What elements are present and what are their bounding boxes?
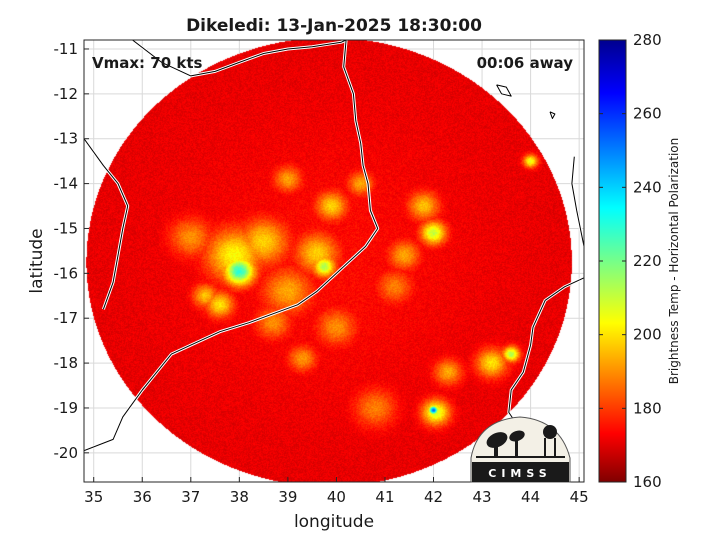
- colorbar-tick-label: 240: [633, 178, 662, 196]
- coastline-segment-outline: [84, 40, 379, 452]
- colorbar-tick-label: 200: [633, 326, 662, 344]
- x-tick-label: 42: [424, 488, 443, 506]
- vmax-label: Vmax: 70 kts: [92, 54, 202, 72]
- y-tick-label: -20: [54, 444, 79, 462]
- brightness-temperature-swath: [84, 40, 584, 482]
- colorbar-tick-label: 260: [633, 105, 662, 123]
- y-tick-label: -15: [54, 219, 79, 237]
- y-tick-label: -17: [54, 309, 79, 327]
- coastline-segment-outline: [84, 138, 129, 310]
- y-tick-label: -14: [54, 175, 79, 193]
- y-tick-label: -12: [54, 85, 79, 103]
- x-tick-label: 44: [521, 488, 540, 506]
- y-tick-label: -19: [54, 399, 79, 417]
- colorbar: [598, 39, 627, 483]
- y-axis-label: latitude: [27, 228, 47, 293]
- coastline-segment-outline: [549, 111, 556, 119]
- x-tick-label: 41: [375, 488, 394, 506]
- x-tick-label: 43: [473, 488, 492, 506]
- y-tick-label: -13: [54, 130, 79, 148]
- cimss-logo-text: CIMSS: [488, 467, 551, 480]
- coastline-segment-outline: [132, 40, 347, 77]
- y-tick-label: -18: [54, 354, 79, 372]
- colorbar-tick-label: 220: [633, 252, 662, 270]
- chart-title: Dikeledi: 13-Jan-2025 18:30:00: [186, 16, 482, 36]
- x-tick-label: 39: [278, 488, 297, 506]
- y-tick-label: -11: [54, 40, 79, 58]
- colorbar-tick-label: 160: [633, 473, 662, 491]
- x-tick-label: 35: [84, 488, 103, 506]
- x-tick-label: 45: [570, 488, 589, 506]
- cimss-logo: CIMSS: [470, 416, 571, 483]
- x-tick-label: 40: [327, 488, 346, 506]
- y-tick-label: -16: [54, 264, 79, 282]
- time-away-label: 00:06 away: [477, 54, 574, 72]
- coastline-segment-outline: [496, 84, 512, 97]
- coastline-segment-outline: [571, 156, 584, 247]
- x-tick-label: 38: [230, 488, 249, 506]
- x-tick-label: 36: [133, 488, 152, 506]
- colorbar-tick-label: 180: [633, 399, 662, 417]
- plot-frame: [83, 39, 585, 483]
- colorbar-ticks: 160 180 200 220 240 260 280: [599, 31, 662, 491]
- y-axis-ticks: -11 -12 -13 -14 -15 -16 -17 -18 -19 -20: [54, 40, 89, 462]
- colorbar-label: Brightness Temp - Horizontal Polarizatio…: [667, 138, 681, 385]
- colorbar-tick-label: 280: [633, 31, 662, 49]
- x-axis-label: longitude: [294, 512, 374, 532]
- x-tick-label: 37: [181, 488, 200, 506]
- x-axis-ticks: 35 36 37 38 39 40 41 42 43 44 45: [84, 477, 589, 506]
